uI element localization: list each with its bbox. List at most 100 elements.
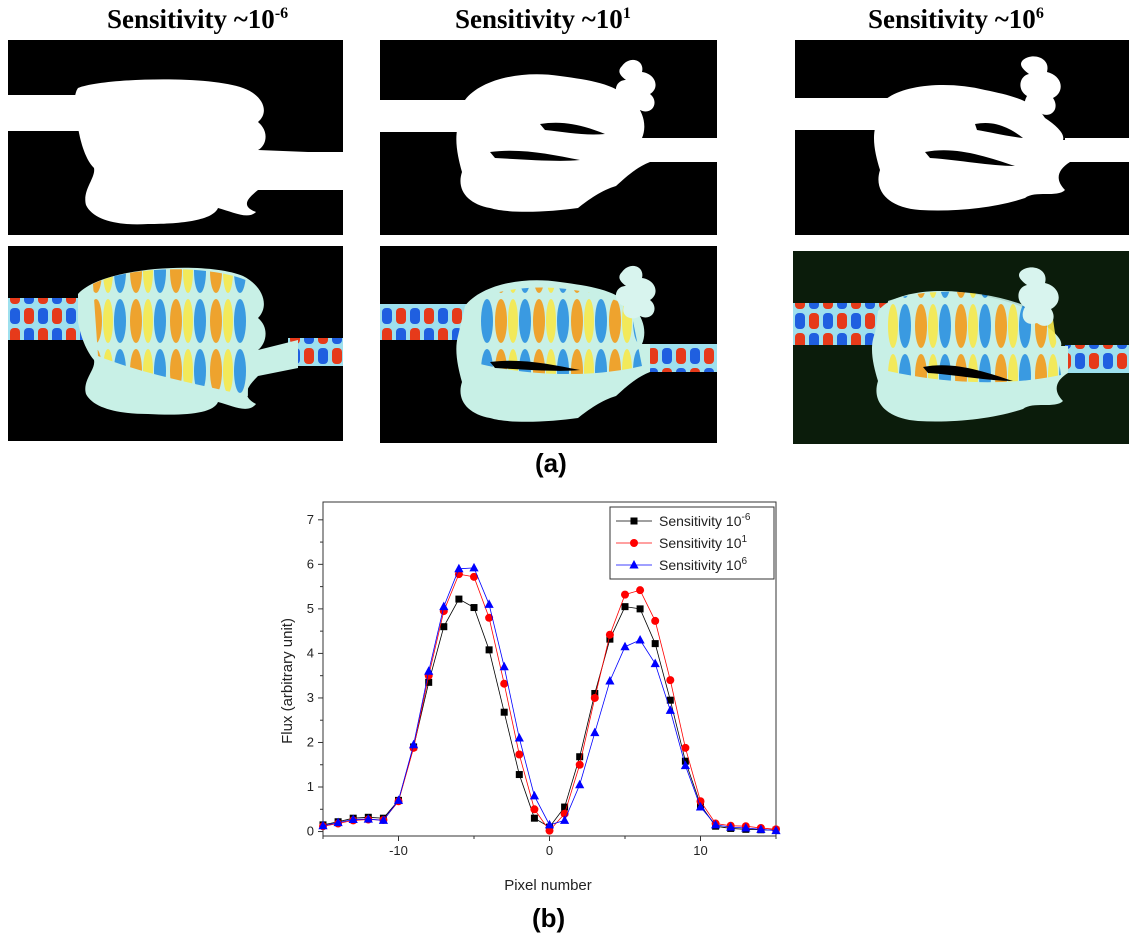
data-point [636,605,644,613]
data-point [606,635,614,643]
data-point [650,658,660,668]
y-tick-label: 6 [307,556,314,571]
data-point [470,604,478,612]
column-title-3: Sensitivity ~106 [868,4,1044,35]
data-point [635,635,645,644]
data-point [485,613,494,622]
data-point [666,696,674,704]
structure-image-2 [380,40,717,235]
legend-label: Sensitivity 10-6 [659,512,751,529]
data-point [696,797,705,806]
structure-image-1 [8,40,343,235]
column-title-3-base: Sensitivity ~10 [868,4,1036,34]
data-point [393,795,404,804]
data-point [530,814,538,822]
data-point [605,676,615,685]
legend-entry: Sensitivity 106 [616,556,747,573]
series-square [319,595,780,834]
data-point [605,630,614,639]
data-point [454,563,464,573]
data-point [470,572,478,581]
data-point [575,760,584,769]
data-point [560,815,570,824]
field-image-1 [8,246,343,441]
x-axis-label: Pixel number [504,877,592,894]
column-title-2-base: Sensitivity ~10 [455,4,623,34]
y-tick-label: 3 [307,690,314,705]
column-title-2-exponent: 1 [622,5,631,22]
column-title-1-exponent: -6 [274,5,289,22]
data-point [726,822,736,831]
series-triangle [318,562,781,835]
data-point [439,601,449,611]
data-point [590,727,600,737]
subfigure-label-a: (a) [535,448,567,478]
data-point [333,817,343,827]
data-point [499,661,509,671]
column-title-3-exponent: 6 [1035,5,1044,22]
series-circle [319,570,780,835]
column-title-2: Sensitivity ~101 [455,4,631,35]
y-axis-label: Flux (arbitrary unit) [279,618,296,744]
data-point [318,820,328,830]
data-point [741,822,751,832]
data-point [544,819,555,829]
data-point [455,595,463,603]
data-point [378,815,388,824]
data-point [666,676,675,685]
legend-marker [630,539,638,547]
legend-marker [629,560,639,569]
data-point [500,708,508,716]
column-title-1-base: Sensitivity ~10 [107,4,275,34]
data-point [621,603,629,611]
series-line [322,567,777,832]
data-point [695,802,706,811]
x-tick-label: 10 [693,843,707,858]
structure-image-3 [795,40,1129,235]
data-point [425,678,433,686]
data-point [529,790,539,800]
data-point [485,646,493,654]
data-point [711,819,721,829]
y-tick-label: 0 [307,824,314,839]
legend-entry: Sensitivity 10-6 [616,512,751,529]
data-point [469,562,479,572]
field-image-3 [793,251,1129,444]
data-point [771,825,781,835]
data-point [636,586,645,595]
data-point [681,743,690,752]
data-point [348,814,358,824]
series-line [322,573,777,832]
legend-label: Sensitivity 101 [659,534,747,551]
data-point [620,641,630,651]
data-point [756,824,766,833]
field-image-2 [380,246,717,443]
data-point [530,805,539,814]
column-title-1: Sensitivity ~10-6 [107,4,288,35]
data-point [545,826,554,835]
data-point [514,733,524,742]
data-point [575,779,585,789]
data-point [651,616,660,625]
data-point [440,623,448,631]
data-point [665,705,675,714]
subfigure-label-b: (b) [532,903,566,933]
data-point [500,679,509,688]
data-point [484,599,494,608]
x-tick-label: -10 [389,843,408,858]
y-tick-label: 2 [307,734,314,749]
series-line [322,598,777,831]
data-point [590,693,599,702]
data-point [409,739,419,749]
data-point [424,666,434,675]
y-tick-label: 1 [307,779,314,794]
data-point [515,771,523,779]
legend-marker [630,517,638,525]
y-tick-label: 5 [307,601,314,616]
data-point [515,750,524,759]
y-tick-label: 4 [307,645,314,660]
data-point [591,689,599,697]
x-tick-label: 0 [546,843,553,858]
data-point [561,803,569,811]
